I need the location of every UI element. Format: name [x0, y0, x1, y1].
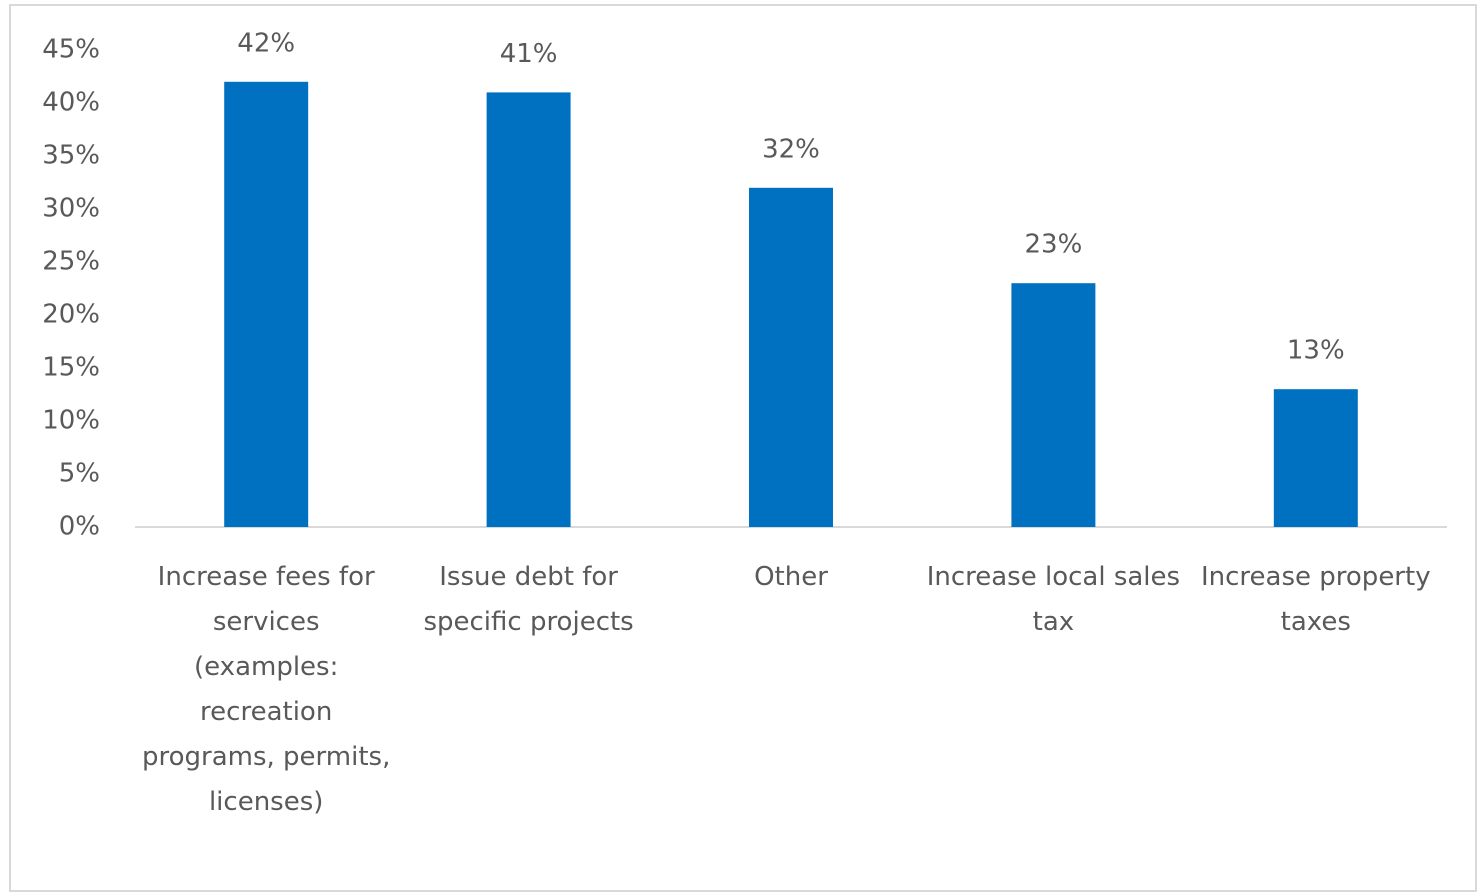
bar: [1011, 283, 1096, 527]
y-tick-label: 10%: [42, 406, 100, 436]
bar: [749, 187, 833, 528]
bar: [224, 81, 309, 528]
chart-border: [9, 4, 1477, 892]
data-label: 32%: [762, 134, 820, 164]
x-tick-label: Other: [754, 562, 828, 592]
y-tick-label: 45%: [42, 35, 100, 65]
y-tick-label: 25%: [42, 247, 100, 277]
data-label: 41%: [500, 39, 558, 69]
y-tick-label: 15%: [42, 353, 100, 383]
data-label: 23%: [1025, 230, 1083, 260]
data-label: 13%: [1287, 336, 1345, 366]
y-tick-label: 30%: [42, 194, 100, 224]
y-tick-label: 5%: [59, 459, 100, 489]
bar: [1273, 389, 1358, 527]
x-tick-label: Increase local sales tax: [926, 562, 1181, 637]
y-tick-label: 40%: [42, 88, 100, 118]
data-label: 42%: [237, 28, 295, 58]
y-tick-label: 20%: [42, 300, 100, 330]
x-tick-label: Increase property taxes: [1200, 562, 1431, 637]
x-tick-label: Issue debt for specific projects: [423, 562, 634, 637]
bar: [486, 92, 571, 528]
y-tick-label: 35%: [42, 141, 100, 171]
y-tick-label: 0%: [59, 512, 100, 542]
x-tick-label: Increase fees for services (examples: re…: [142, 562, 391, 817]
